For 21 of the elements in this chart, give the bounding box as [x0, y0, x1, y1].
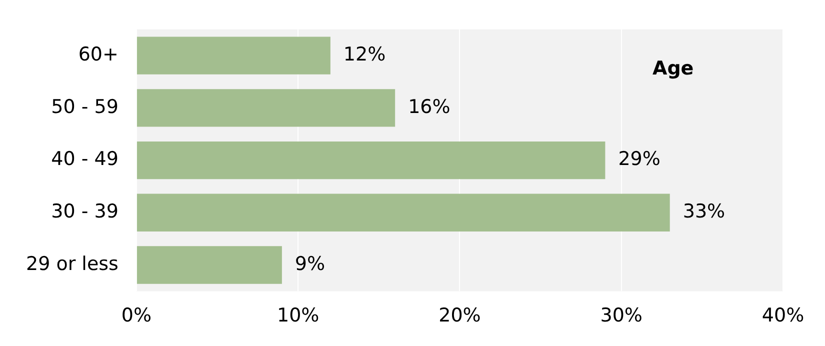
y-tick-label: 30 - 39: [51, 200, 118, 223]
bar: [136, 194, 670, 232]
x-tick-label: 0%: [121, 304, 152, 327]
bar: [136, 141, 606, 180]
data-label: 9%: [294, 252, 326, 275]
y-tick-label: 29 or less: [26, 252, 118, 275]
y-tick-label: 60+: [78, 44, 118, 66]
y-tick-label: 50 - 59: [51, 96, 118, 118]
x-tick-label: 10%: [276, 304, 320, 327]
x-tick-label: 30%: [600, 304, 642, 327]
text: Age: [652, 57, 694, 80]
data-label: 33%: [682, 200, 726, 223]
y-tick-label: 40 - 49: [51, 148, 118, 170]
data-label: 12%: [343, 44, 386, 66]
bar: [136, 246, 282, 284]
x-tick-label: 20%: [438, 304, 481, 327]
bar: [136, 36, 330, 74]
x-tick-label: 40%: [762, 304, 804, 327]
data-label: 16%: [408, 96, 450, 118]
data-label: 29%: [618, 148, 660, 170]
bar: [136, 89, 396, 127]
